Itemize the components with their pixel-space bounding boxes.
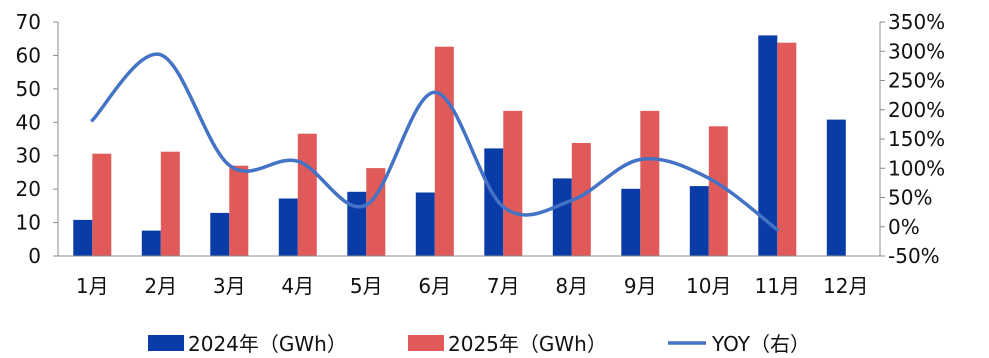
bar-2024-1 <box>73 219 93 256</box>
y-tick-label-right: 350% <box>888 10 945 34</box>
bar-2024-11 <box>758 35 778 257</box>
y-tick-label-left: 60 <box>16 43 41 67</box>
bar-2025-4 <box>297 133 317 256</box>
legend-swatch-2024 <box>148 335 184 351</box>
bar-2024-10 <box>689 186 709 256</box>
y-tick-label-right: 100% <box>888 156 945 180</box>
bar-2024-3 <box>210 212 230 256</box>
legend-label-yoy: YOY（右） <box>711 332 810 356</box>
bar-2025-10 <box>708 126 728 256</box>
y-tick-label-left: 0 <box>28 244 41 268</box>
bar-2025-1 <box>92 153 112 256</box>
x-tick-label: 10月 <box>686 274 731 298</box>
legend-swatch-2025 <box>408 335 444 351</box>
x-tick-label: 3月 <box>213 274 246 298</box>
bar-2024-6 <box>415 192 435 256</box>
bar-2024-9 <box>621 188 641 256</box>
y-tick-label-right: 250% <box>888 69 945 93</box>
bar-2025-8 <box>571 143 591 256</box>
bar-2025-11 <box>777 42 797 257</box>
bar-2025-7 <box>503 110 523 257</box>
bar-2025-3 <box>229 165 249 256</box>
bar-2025-2 <box>160 151 180 256</box>
y-tick-label-right: 0% <box>888 215 920 239</box>
x-tick-label: 11月 <box>755 274 800 298</box>
bar-2025-9 <box>640 110 660 257</box>
legend-item-2025: 2025年（GWh） <box>408 332 607 356</box>
y-tick-label-left: 40 <box>16 110 41 134</box>
y-tick-label-left: 30 <box>16 144 41 168</box>
legend-item-yoy: YOY（右） <box>668 332 810 356</box>
x-tick-label: 6月 <box>418 274 451 298</box>
legend-label-2024: 2024年（GWh） <box>188 332 347 356</box>
x-tick-label: 2月 <box>144 274 177 298</box>
x-tick-label: 7月 <box>487 274 520 298</box>
legend-item-2024: 2024年（GWh） <box>148 332 347 356</box>
bar-2025-6 <box>434 46 454 257</box>
axes: 0 10 20 30 40 50 60 70 -50% 0% 50% 100% 150% 200% 250%… <box>16 10 946 298</box>
bar-2024-12 <box>826 119 846 256</box>
line-yoy <box>90 52 780 232</box>
bar-2024-2 <box>141 230 161 256</box>
y-tick-label-left: 20 <box>16 177 41 201</box>
y-tick-label-left: 50 <box>16 77 41 101</box>
bar-2024-5 <box>347 191 367 256</box>
y-tick-label-right: 150% <box>888 127 945 151</box>
legend: 2024年（GWh） 2025年（GWh） YOY（右） <box>148 332 810 356</box>
y-tick-label-right: 50% <box>888 186 932 210</box>
plot-area <box>73 35 846 257</box>
legend-label-2025: 2025年（GWh） <box>448 332 607 356</box>
x-tick-label: 9月 <box>624 274 657 298</box>
bar-2024-4 <box>278 198 298 256</box>
bar-2024-7 <box>484 148 504 256</box>
bar-2024-8 <box>552 178 572 256</box>
x-tick-label: 1月 <box>76 274 109 298</box>
y-tick-label-left: 10 <box>16 211 41 235</box>
x-tick-label: 8月 <box>555 274 588 298</box>
y-tick-label-right: 200% <box>888 98 945 122</box>
x-tick-label: 5月 <box>350 274 383 298</box>
y-tick-label-right: -50% <box>888 244 940 268</box>
x-tick-label: 4月 <box>281 274 314 298</box>
y-tick-label-right: 300% <box>888 39 945 63</box>
x-tick-label: 12月 <box>823 274 868 298</box>
y-tick-label-left: 70 <box>16 10 41 34</box>
